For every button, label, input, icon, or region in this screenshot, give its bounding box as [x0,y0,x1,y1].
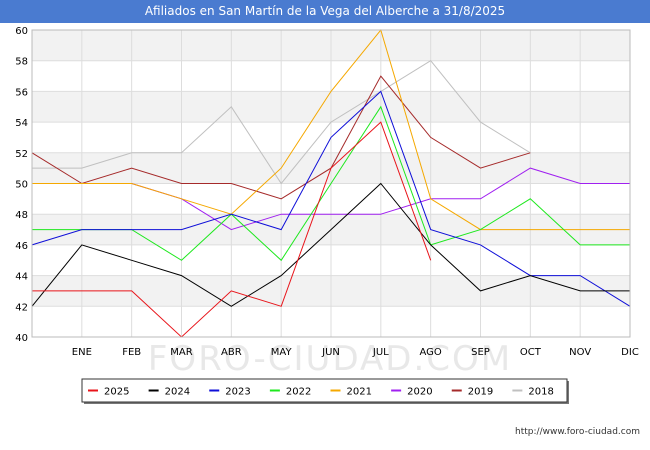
y-tick-label: 42 [15,302,28,313]
y-tick-label: 52 [15,149,28,160]
y-axis: 40 42 44 46 48 50 52 54 56 58 60 [15,26,28,344]
y-tick-label: 46 [15,241,28,252]
legend-label-2021: 2021 [347,387,372,398]
plot-frame [31,29,631,338]
x-tick-label: ABR [221,347,242,358]
y-tick-label: 40 [15,333,28,344]
series-line-2019 [31,75,531,200]
x-tick-label: ENE [72,347,92,358]
x-tick-label: NOV [569,347,591,358]
x-axis: ENE FEB MAR ABR MAY JUN JUL AGO SEP OCT NOV DIC [72,347,639,358]
x-tick-label: FEB [122,347,141,358]
y-tick-label: 58 [15,57,28,68]
y-tick-label: 48 [15,210,28,221]
legend-label-2023: 2023 [225,387,250,398]
y-tick-label: 56 [15,87,28,98]
legend-label-2019: 2019 [468,387,493,398]
footer-url[interactable]: http://www.foro-ciudad.com [515,427,640,437]
y-tick-label: 44 [15,272,28,283]
legend-label-2022: 2022 [286,387,311,398]
x-tick-label: AGO [420,347,442,358]
legend-label-2024: 2024 [165,387,190,398]
legend-label-2018: 2018 [528,387,553,398]
watermark: FORO-CIUDAD.COM [148,339,512,379]
series-line-2021 [32,28,630,231]
legend: 2025 2024 2023 2022 2021 2020 2019 2018 [81,378,569,404]
chart-title: Afiliados en San Martín de la Vega del A… [0,0,650,23]
x-tick-label: MAY [271,347,293,358]
y-tick-label: 60 [15,26,28,37]
series-line-2025 [32,121,432,338]
x-tick-label: JUL [372,347,389,358]
series-line-2024 [31,182,630,307]
y-tick-label: 54 [15,118,28,129]
legend-label-2020: 2020 [407,387,432,398]
x-tick-label: SEP [471,347,490,358]
x-tick-label: MAR [170,347,192,358]
series-line-2018 [32,60,531,185]
legend-label-2025: 2025 [104,387,129,398]
y-tick-label: 50 [15,180,28,191]
watermark-layer: FORO-CIUDAD.COM [148,339,512,379]
x-tick-label: DIC [621,347,639,358]
x-tick-label: JUN [321,347,340,358]
series-layer [31,28,631,338]
x-tick-label: OCT [520,347,542,358]
legend-box [81,378,568,403]
